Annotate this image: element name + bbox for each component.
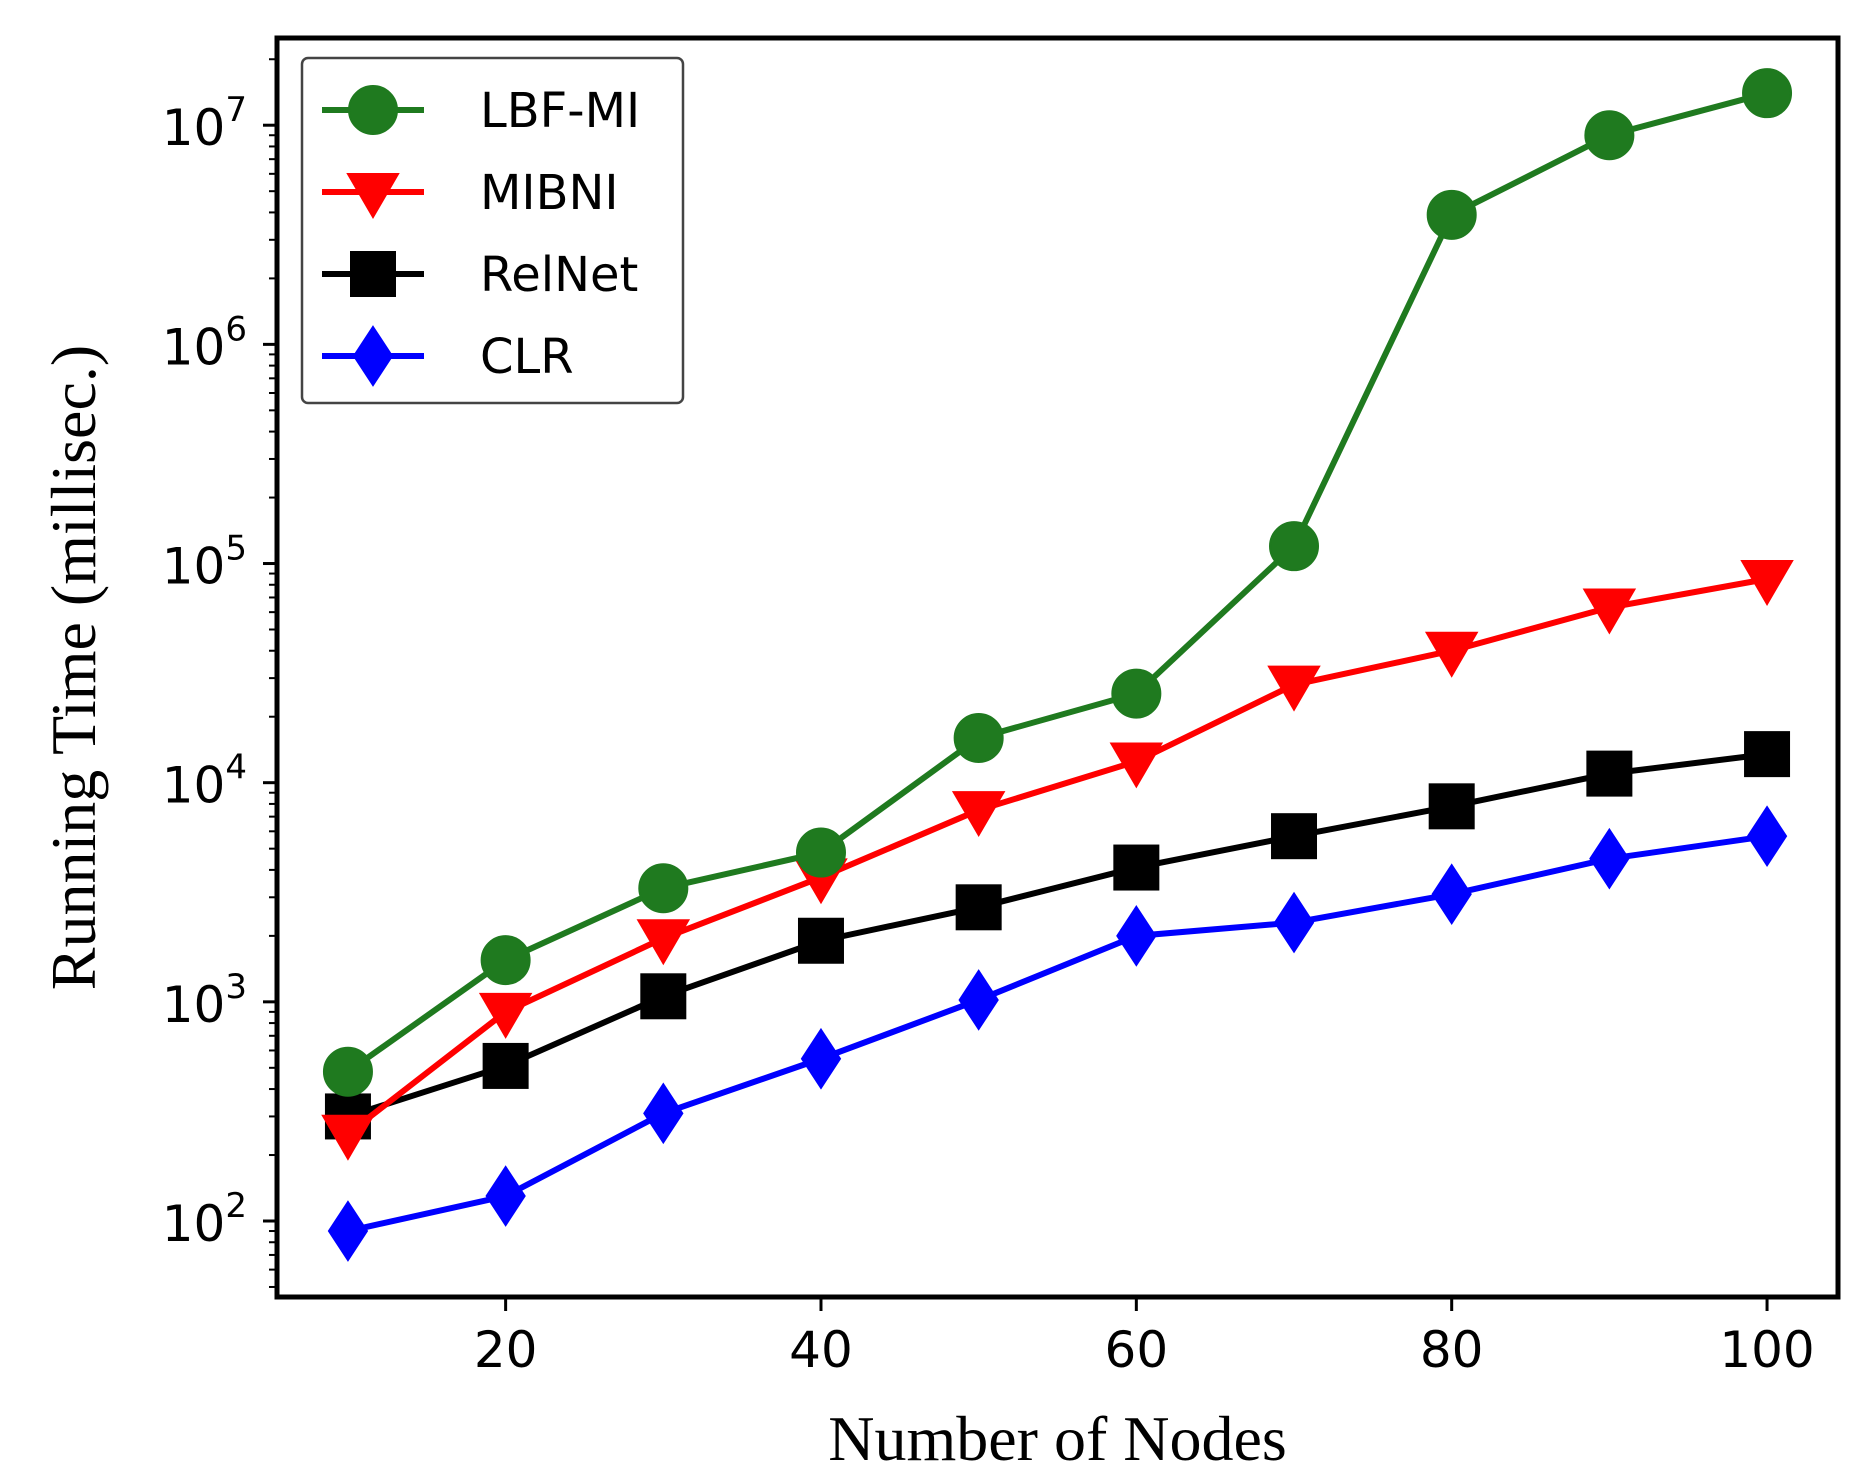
y-tick-exponent: 6 — [225, 309, 247, 349]
data-point — [958, 969, 999, 1031]
data-point — [1589, 827, 1630, 890]
plot-frame — [274, 35, 1841, 1300]
data-point — [1273, 891, 1315, 954]
data-point — [1113, 844, 1160, 891]
series-lbf-mi — [322, 68, 1793, 1097]
y-tick-label: 103 — [162, 967, 247, 1034]
data-point — [322, 1046, 373, 1097]
legend-label: RelNet — [480, 247, 638, 303]
series-line — [347, 833, 1768, 1234]
data-point — [1424, 631, 1479, 678]
data-point — [955, 884, 1002, 931]
legend-marker — [350, 251, 396, 297]
x-axis-title: Number of Nodes — [828, 1403, 1287, 1474]
y-tick-base: 10 — [162, 99, 226, 157]
data-point — [636, 919, 691, 966]
series-layer — [321, 68, 1794, 1262]
y-tick-label: 104 — [162, 748, 247, 815]
data-point — [1740, 559, 1794, 606]
series-line — [346, 576, 1768, 1137]
x-tick-label: 100 — [1719, 1321, 1814, 1379]
y-tick-base: 10 — [162, 538, 226, 596]
data-point — [638, 863, 689, 914]
data-point — [1267, 665, 1321, 712]
legend-item: CLR — [322, 325, 574, 387]
data-point — [795, 827, 846, 878]
legend-marker — [346, 173, 400, 219]
data-point — [1744, 731, 1791, 778]
y-tick-base: 10 — [162, 1195, 226, 1253]
y-tick-exponent: 3 — [225, 967, 247, 1007]
data-point — [1426, 189, 1477, 240]
legend-label: MIBNI — [480, 165, 619, 221]
y-tick-label: 102 — [162, 1186, 247, 1253]
data-point — [485, 1165, 526, 1227]
y-tick-exponent: 4 — [225, 748, 247, 788]
data-point — [1428, 783, 1475, 830]
data-point — [327, 1200, 369, 1262]
y-tick-label: 106 — [162, 309, 247, 376]
data-point — [480, 935, 531, 986]
data-point — [953, 712, 1004, 763]
data-point — [1586, 750, 1633, 797]
x-tick-label: 40 — [789, 1321, 853, 1379]
legend: LBF-MI MIBNI RelNet CLR — [300, 56, 685, 405]
legend-marker — [352, 325, 394, 387]
legend-box — [300, 56, 685, 405]
series-relnet — [324, 731, 1791, 1140]
data-point — [1742, 68, 1793, 119]
data-point — [1582, 588, 1637, 635]
data-point — [1109, 742, 1164, 789]
data-point — [1746, 805, 1788, 868]
data-point — [1116, 905, 1157, 967]
legend-label: LBF-MI — [480, 83, 640, 139]
series-line — [347, 751, 1768, 1120]
data-point — [478, 992, 533, 1039]
data-point — [1584, 110, 1635, 161]
series-clr — [327, 805, 1788, 1262]
data-point — [321, 1114, 375, 1161]
x-tick-label: 20 — [474, 1321, 538, 1379]
data-point — [951, 791, 1006, 838]
y-tick-exponent: 5 — [225, 529, 247, 569]
legend-item: RelNet — [322, 247, 638, 303]
y-tick-label: 107 — [162, 90, 247, 157]
legend-label: CLR — [480, 329, 574, 385]
x-tick-label: 60 — [1105, 1321, 1169, 1379]
data-point — [482, 1042, 529, 1089]
y-tick-base: 10 — [162, 318, 226, 376]
legend-item: MIBNI — [322, 165, 619, 221]
data-point — [1111, 668, 1162, 719]
data-point — [643, 1082, 684, 1145]
data-point — [1271, 813, 1318, 860]
data-point — [800, 1027, 842, 1090]
data-point — [640, 973, 687, 1020]
data-point — [797, 917, 844, 964]
data-point — [1431, 863, 1472, 925]
legend-marker — [348, 85, 398, 135]
series-line — [346, 90, 1768, 1075]
x-tick-label: 80 — [1420, 1321, 1484, 1379]
y-tick-base: 10 — [162, 976, 226, 1034]
series-mibni — [321, 559, 1794, 1161]
y-tick-exponent: 2 — [225, 1186, 247, 1226]
data-point — [1269, 521, 1320, 572]
y-axis-title: Running Time (millisec.) — [38, 345, 109, 990]
y-tick-label: 105 — [162, 529, 247, 596]
y-tick-exponent: 7 — [225, 90, 247, 130]
legend-item: LBF-MI — [322, 83, 640, 139]
y-tick-base: 10 — [162, 757, 226, 815]
